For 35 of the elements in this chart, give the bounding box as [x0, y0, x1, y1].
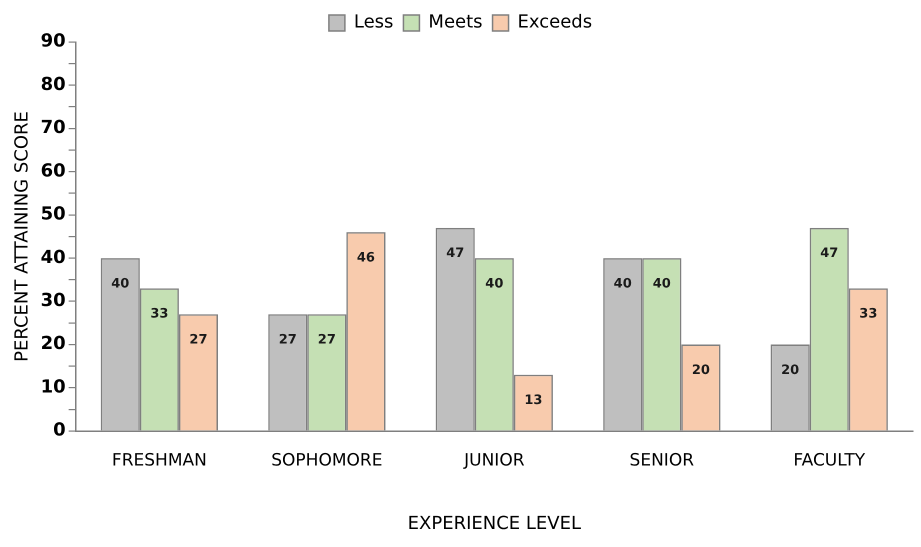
y-tick-label: 30 [40, 290, 66, 312]
y-tick-label: 60 [40, 160, 66, 182]
x-tick-label: SOPHOMORE [271, 450, 382, 471]
legend-label: Less [354, 12, 394, 33]
data-label: 27 [189, 332, 208, 348]
data-label: 27 [278, 332, 297, 348]
data-label: 33 [150, 306, 168, 322]
data-label: 40 [111, 276, 130, 292]
data-label: 27 [318, 332, 336, 348]
y-axis-title: PERCENT ATTAINING SCORE [11, 111, 32, 362]
data-label: 46 [356, 250, 375, 266]
data-label: 20 [781, 362, 800, 378]
data-label: 40 [485, 276, 504, 292]
data-label: 33 [859, 306, 878, 322]
y-tick-label: 70 [40, 117, 66, 138]
x-axis-title: EXPERIENCE LEVEL [408, 512, 582, 534]
y-tick-label: 0 [53, 420, 66, 441]
data-label: 47 [446, 246, 464, 262]
x-tick-label: FRESHMAN [112, 450, 207, 471]
y-tick-label: 40 [40, 246, 66, 268]
data-label: 47 [820, 246, 838, 262]
y-tick-label: 50 [40, 204, 66, 225]
x-tick-label: SENIOR [630, 450, 694, 471]
legend-label: Exceeds [518, 12, 592, 33]
y-tick-label: 10 [40, 376, 66, 398]
y-tick-label: 90 [40, 30, 66, 52]
data-label: 40 [614, 276, 632, 292]
legend-label: Meets [428, 12, 483, 33]
x-tick-label: JUNIOR [463, 450, 525, 471]
y-tick-label: 20 [40, 333, 66, 354]
x-tick-label: FACULTY [793, 450, 866, 471]
y-tick-label: 80 [40, 74, 66, 95]
data-label: 13 [524, 393, 542, 408]
data-label: 20 [692, 362, 710, 378]
data-label: 40 [652, 276, 671, 292]
